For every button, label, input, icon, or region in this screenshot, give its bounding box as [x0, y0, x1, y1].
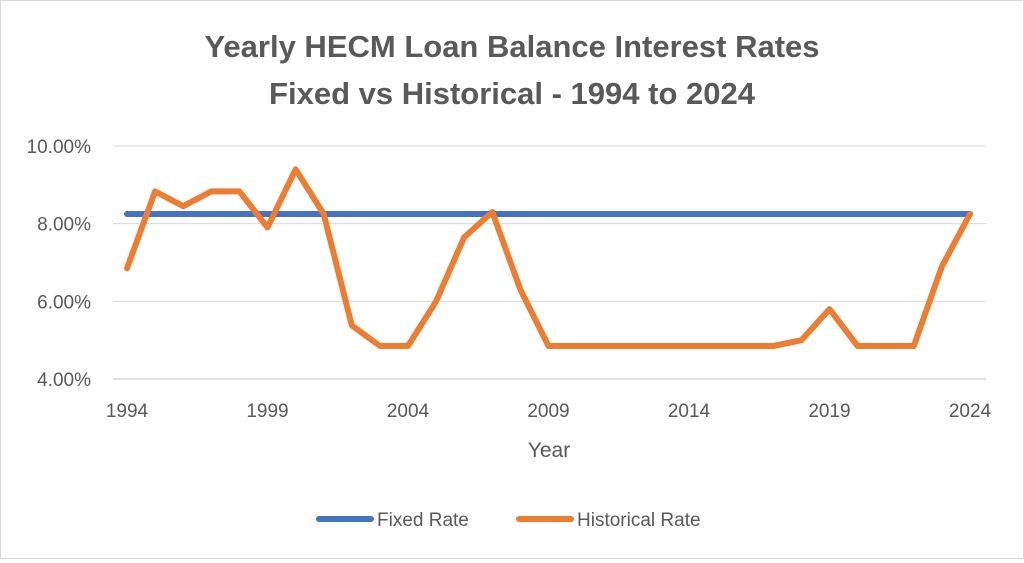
x-tick-label: 1999	[246, 401, 288, 422]
y-tick-label: 4.00%	[37, 370, 91, 391]
x-axis-ticks: 1994 1999 2004 2009 2014 2019 2024	[106, 401, 992, 422]
x-tick-label: 2024	[949, 401, 992, 422]
chart-title: Yearly HECM Loan Balance Interest Rates	[204, 29, 819, 64]
series-lines	[124, 166, 973, 349]
series-line-1	[124, 166, 973, 349]
x-tick-label: 2014	[668, 401, 711, 422]
x-tick-label: 2004	[387, 401, 430, 422]
legend-label: Historical Rate	[577, 510, 701, 531]
x-tick-label: 1994	[106, 401, 149, 422]
y-tick-label: 6.00%	[37, 292, 91, 313]
y-axis-ticks: 4.00% 6.00% 8.00% 10.00%	[27, 137, 92, 391]
y-tick-label: 8.00%	[37, 215, 91, 236]
legend-label: Fixed Rate	[377, 510, 469, 531]
y-tick-label: 10.00%	[27, 137, 92, 158]
x-axis-title: Year	[528, 439, 570, 462]
x-tick-label: 2009	[527, 401, 569, 422]
chart-subtitle: Fixed vs Historical - 1994 to 2024	[269, 76, 756, 111]
gridlines	[113, 145, 986, 380]
legend: Fixed Rate Historical Rate	[316, 510, 701, 531]
x-tick-label: 2019	[808, 401, 850, 422]
